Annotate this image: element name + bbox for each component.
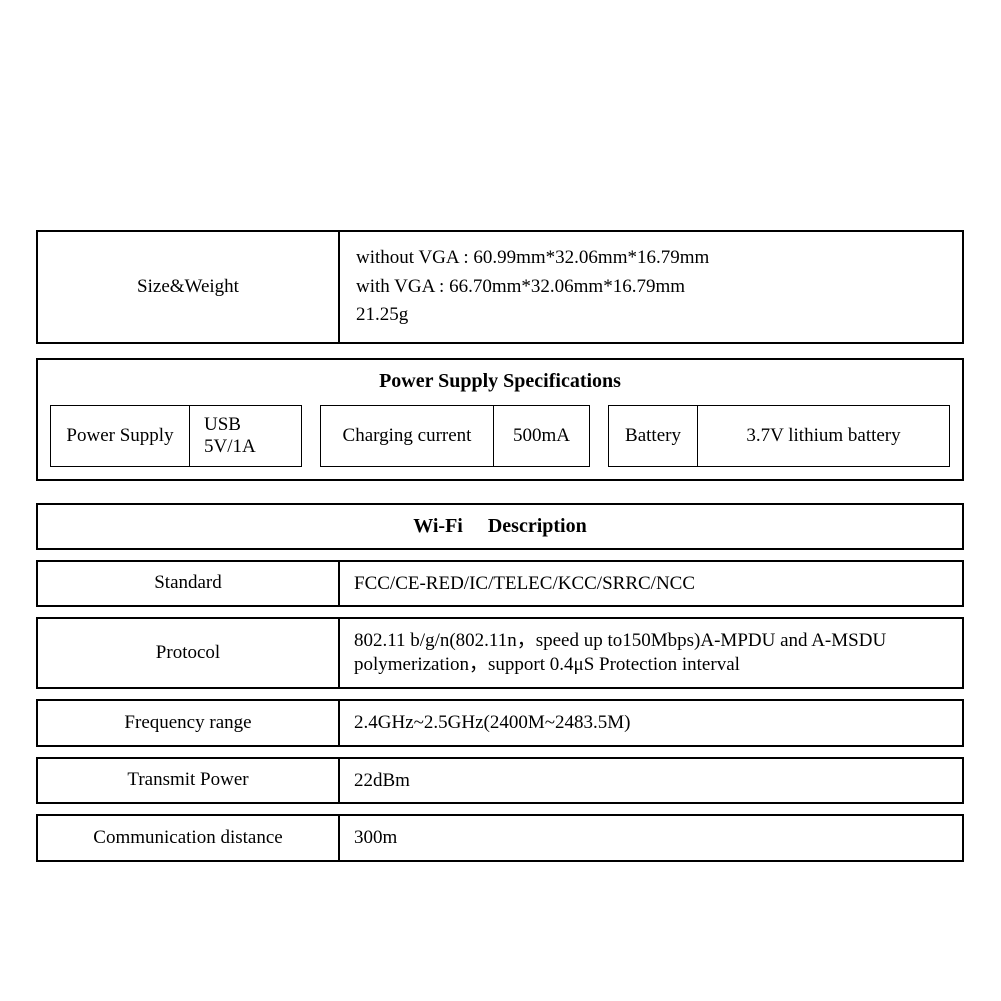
- wifi-row-frequency: Frequency range 2.4GHz~2.5GHz(2400M~2483…: [36, 699, 964, 747]
- power-pair-battery: Battery 3.7V lithium battery: [608, 405, 950, 467]
- wifi-standard-value: FCC/CE-RED/IC/TELEC/KCC/SRRC/NCC: [340, 560, 964, 608]
- power-supply-row: Power Supply USB 5V/1A Charging current …: [38, 405, 962, 479]
- wifi-protocol-value: 802.11 b/g/n(802.11n，speed up to150Mbps)…: [340, 617, 964, 689]
- power-supply-value: USB 5V/1A: [190, 405, 302, 467]
- charging-current-value: 500mA: [494, 405, 590, 467]
- power-supply-label: Power Supply: [50, 405, 190, 467]
- power-pair-charging: Charging current 500mA: [320, 405, 590, 467]
- size-weight-label: Size&Weight: [36, 230, 340, 344]
- wifi-row-distance: Communication distance 300m: [36, 814, 964, 862]
- wifi-transmit-label: Transmit Power: [36, 757, 340, 805]
- size-line-2: with VGA : 66.70mm*32.06mm*16.79mm: [356, 273, 946, 302]
- wifi-distance-label: Communication distance: [36, 814, 340, 862]
- power-pair-supply: Power Supply USB 5V/1A: [50, 405, 302, 467]
- wifi-transmit-value: 22dBm: [340, 757, 964, 805]
- wifi-standard-label: Standard: [36, 560, 340, 608]
- power-supply-section: Power Supply Specifications Power Supply…: [36, 358, 964, 481]
- battery-value: 3.7V lithium battery: [698, 405, 950, 467]
- size-weight-row: Size&Weight without VGA : 60.99mm*32.06m…: [36, 230, 964, 344]
- size-line-3: 21.25g: [356, 301, 946, 330]
- wifi-frequency-value: 2.4GHz~2.5GHz(2400M~2483.5M): [340, 699, 964, 747]
- size-weight-value: without VGA : 60.99mm*32.06mm*16.79mm wi…: [340, 230, 964, 344]
- wifi-row-transmit: Transmit Power 22dBm: [36, 757, 964, 805]
- power-supply-title: Power Supply Specifications: [38, 360, 962, 405]
- battery-label: Battery: [608, 405, 698, 467]
- spec-sheet: Size&Weight without VGA : 60.99mm*32.06m…: [36, 230, 964, 872]
- wifi-row-protocol: Protocol 802.11 b/g/n(802.11n，speed up t…: [36, 617, 964, 689]
- charging-current-label: Charging current: [320, 405, 494, 467]
- wifi-title: Wi-Fi Description: [36, 503, 964, 550]
- wifi-distance-value: 300m: [340, 814, 964, 862]
- wifi-frequency-label: Frequency range: [36, 699, 340, 747]
- size-line-1: without VGA : 60.99mm*32.06mm*16.79mm: [356, 244, 946, 273]
- wifi-protocol-label: Protocol: [36, 617, 340, 689]
- wifi-row-standard: Standard FCC/CE-RED/IC/TELEC/KCC/SRRC/NC…: [36, 560, 964, 608]
